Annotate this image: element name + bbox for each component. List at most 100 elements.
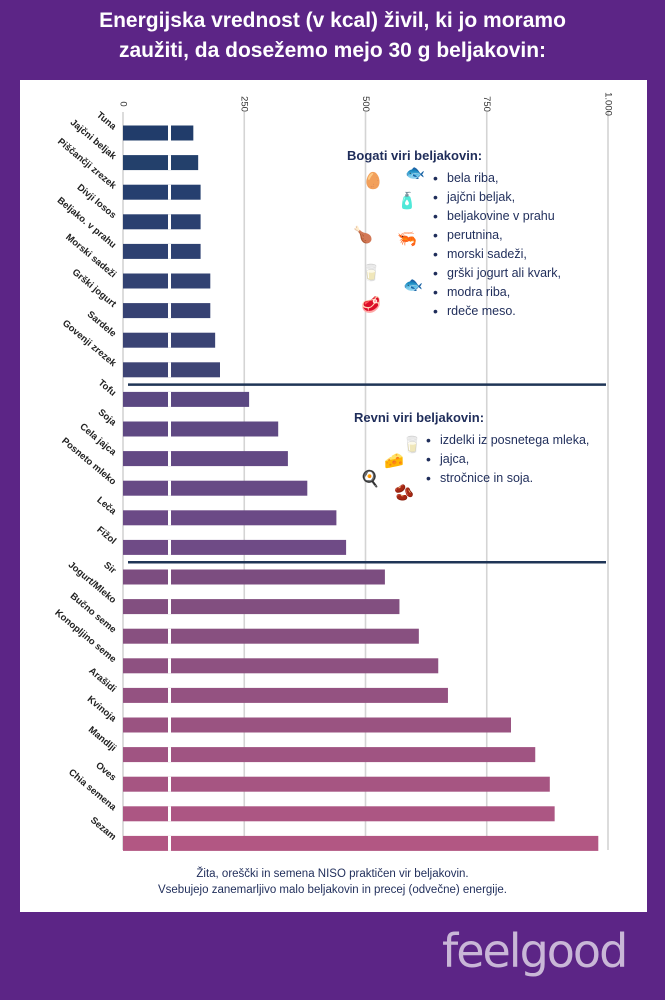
title-line-2: zaužiti, da dosežemo mejo 30 g beljakovi… <box>118 39 547 62</box>
red-meat-icon: 🥩 <box>361 297 381 314</box>
rich-item: perutnina, <box>433 226 607 245</box>
bar <box>123 421 279 437</box>
bar <box>123 155 199 171</box>
rich-sources-list: bela riba, jajčni beljak, beljakovine v … <box>433 169 607 321</box>
rich-item: bela riba, <box>433 169 607 188</box>
rich-item: morski sadeži, <box>433 245 607 264</box>
legumes-icon: 🫘 <box>394 485 414 502</box>
bar <box>123 569 385 585</box>
yogurt-icon: 🥛 <box>361 265 381 282</box>
bar <box>123 599 400 615</box>
bar <box>123 184 201 200</box>
bar <box>123 717 511 733</box>
rich-sources-heading: Bogati viri beljakovin: <box>347 148 483 163</box>
bar-separator <box>168 539 171 555</box>
bar-separator <box>168 155 171 171</box>
bar <box>123 391 250 407</box>
bar-separator <box>168 391 171 407</box>
rich-item: grški jogurt ali kvark, <box>433 264 607 283</box>
chicken-icon: 🍗 <box>353 227 373 244</box>
category-label: Tuna <box>94 110 118 133</box>
bar-separator <box>168 569 171 585</box>
shrimp-icon: 🦐 <box>397 231 417 248</box>
bar <box>123 303 211 319</box>
bar-separator <box>168 362 171 378</box>
footnote-line-1: Žita, oreščki in semena NISO praktičen v… <box>196 868 469 880</box>
footnote-line-2: Vsebujejo zanemarljivo malo beljakovin i… <box>157 884 508 896</box>
bar <box>123 480 308 496</box>
bar <box>123 747 536 763</box>
bar-separator <box>168 776 171 792</box>
x-tick-label: 500 <box>360 96 371 112</box>
category-label: Tofu <box>96 377 118 398</box>
bar <box>123 510 337 526</box>
egg-icon: 🥚 <box>363 173 383 190</box>
category-label: Beljako. v prahu <box>55 195 118 251</box>
bar <box>123 776 550 792</box>
rich-item: rdeče meso. <box>433 302 607 321</box>
bar-separator <box>168 480 171 496</box>
rich-sources-box: Bogati viri beljakovin: bela riba, jajčn… <box>347 148 607 321</box>
x-tick-label: 0 <box>117 101 128 106</box>
milk-icon: 🥛 <box>402 437 422 454</box>
x-tick-label: 250 <box>239 96 250 112</box>
x-tick-label: 750 <box>481 96 492 112</box>
poor-item: jajca, <box>426 450 596 469</box>
footnote: Žita, oreščki in semena NISO praktičen v… <box>0 866 665 898</box>
poor-sources-list: izdelki iz posnetega mleka, jajca, stroč… <box>426 431 596 488</box>
category-label: Sezam <box>88 815 118 843</box>
bar-separator <box>168 510 171 526</box>
poor-sources-box: Revni viri beljakovin: izdelki iz posnet… <box>354 410 614 502</box>
chart-title: Energijska vrednost (v kcal) živil, ki j… <box>0 6 665 66</box>
bar-separator <box>168 451 171 467</box>
bar <box>123 273 211 289</box>
bar-separator <box>168 747 171 763</box>
bar <box>123 451 288 467</box>
x-tick-label: 1.000 <box>602 92 613 116</box>
category-label: Konopljino seme <box>52 607 118 665</box>
bar-separator <box>168 332 171 348</box>
category-label: Oves <box>93 760 118 783</box>
category-label: Piščančji zrezek <box>55 136 118 192</box>
bar-separator <box>168 273 171 289</box>
bar-separator <box>168 599 171 615</box>
poor-sources-heading: Revni viri beljakovin: <box>354 410 485 425</box>
protein-powder-icon: 🧴 <box>397 193 417 210</box>
bar-separator <box>168 658 171 674</box>
rich-item: jajčni beljak, <box>433 188 607 207</box>
category-label: Arašidi <box>86 666 118 695</box>
category-label: Sir <box>101 560 118 577</box>
egg-icon: 🍳 <box>360 471 380 488</box>
blue-fish-icon: 🐟 <box>403 277 423 294</box>
chart-panel: 0 250 500 750 1.000 Tuna Jajčni beljak Piščančj… <box>20 80 647 912</box>
bar-separator <box>168 125 171 141</box>
bar <box>123 835 599 851</box>
bar <box>123 687 448 703</box>
bar-separator <box>168 806 171 822</box>
bar-separator <box>168 687 171 703</box>
cheese-icon: 🧀 <box>384 453 404 470</box>
bar-separator <box>168 717 171 733</box>
category-label: Mandlji <box>86 724 118 753</box>
bar <box>123 539 347 555</box>
bar-separator <box>168 243 171 259</box>
bar <box>123 243 201 259</box>
bar <box>123 125 194 141</box>
bar-separator <box>168 303 171 319</box>
bar <box>123 628 419 644</box>
poor-item: stročnice in soja. <box>426 469 596 488</box>
poor-item: izdelki iz posnetega mleka, <box>426 431 596 450</box>
brand-logo: feelgood <box>442 924 628 978</box>
bar-separator <box>168 628 171 644</box>
bar-separator <box>168 421 171 437</box>
rich-item: beljakovine v prahu <box>433 207 607 226</box>
category-label: Kvinoja <box>85 694 119 725</box>
bar-separator <box>168 835 171 851</box>
fish-icon: 🐟 <box>405 165 425 182</box>
rich-item: modra riba, <box>433 283 607 302</box>
bar <box>123 362 220 378</box>
bar <box>123 806 555 822</box>
bar <box>123 214 201 230</box>
category-label: Leča <box>94 495 118 518</box>
